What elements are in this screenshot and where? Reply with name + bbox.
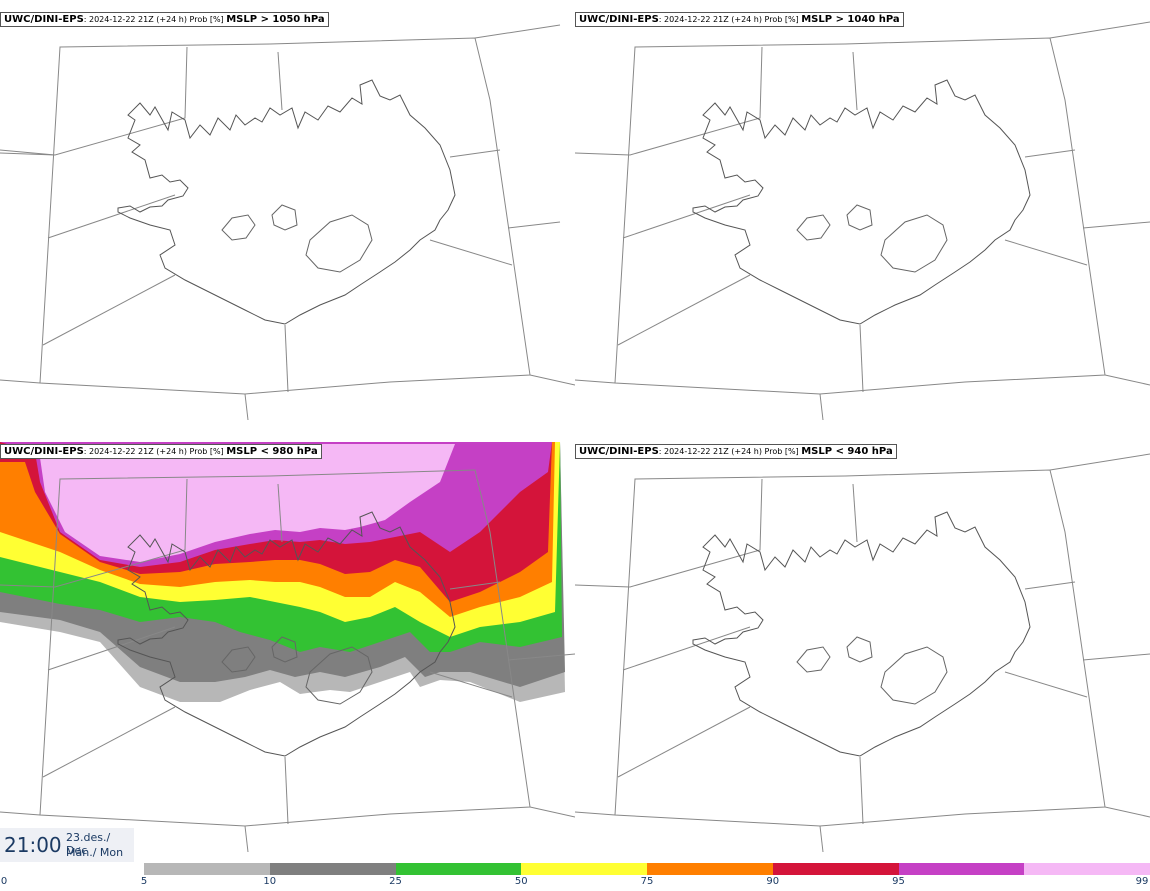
panel-title: UWC/DINI-EPS: 2024-12-22 21Z (+24 h) Pro… — [0, 444, 322, 459]
iceland-coastline — [692, 79, 1031, 325]
map-canvas — [575, 453, 1150, 853]
colorbar-tick-label: 50 — [514, 876, 528, 887]
map-canvas — [0, 442, 575, 853]
colorbar-tick-label: 95 — [892, 876, 905, 887]
glaciers — [796, 204, 948, 273]
region-boundaries — [575, 21, 1150, 421]
map-panel-mslp-gt-1040: UWC/DINI-EPS: 2024-12-22 21Z (+24 h) Pro… — [575, 0, 1150, 432]
iceland-coastline — [117, 79, 456, 325]
panel-title: UWC/DINI-EPS: 2024-12-22 21Z (+24 h) Pro… — [0, 12, 329, 27]
map-panel-mslp-gt-1050: UWC/DINI-EPS: 2024-12-22 21Z (+24 h) Pro… — [0, 0, 575, 432]
region-boundaries — [0, 24, 575, 421]
colorbar-tick-label: 99 — [1135, 876, 1149, 887]
map-canvas — [575, 21, 1150, 421]
colorbar-segment — [772, 863, 899, 875]
colorbar-tick-label: 0 — [0, 876, 8, 887]
panel-title: UWC/DINI-EPS: 2024-12-22 21Z (+24 h) Pro… — [575, 12, 904, 27]
probability-shading — [0, 442, 565, 702]
colorbar-tick-label: 90 — [766, 876, 780, 887]
colorbar-tick-label: 25 — [389, 876, 402, 887]
region-boundaries — [0, 469, 575, 853]
probability-colorbar — [144, 863, 1150, 875]
region-boundaries — [575, 453, 1150, 853]
colorbar-tick-label: 75 — [640, 876, 654, 887]
iceland-coastline — [692, 511, 1031, 757]
colorbar-segment — [269, 863, 396, 875]
glaciers — [221, 636, 373, 705]
valid-weekday: Mán./ Mon — [66, 846, 124, 859]
panel-title: UWC/DINI-EPS: 2024-12-22 21Z (+24 h) Pro… — [575, 444, 897, 459]
map-canvas — [0, 24, 575, 421]
glaciers — [796, 636, 948, 705]
valid-date: 23.des./ Dec — [66, 831, 111, 857]
colorbar-segment — [898, 863, 1025, 875]
colorbar-segment — [1024, 863, 1150, 875]
valid-time-box: 21:00 23.des./ Dec Mán./ Mon — [0, 828, 134, 862]
map-panel-mslp-lt-940: UWC/DINI-EPS: 2024-12-22 21Z (+24 h) Pro… — [575, 432, 1150, 864]
glaciers — [221, 204, 373, 273]
valid-time: 21:00 — [4, 833, 62, 857]
colorbar-segment — [521, 863, 647, 875]
colorbar-tick-label: 10 — [263, 876, 277, 887]
colorbar-segment — [144, 863, 270, 875]
colorbar-segment — [647, 863, 773, 875]
colorbar-segment — [395, 863, 522, 875]
colorbar-tick-label: 5 — [140, 876, 148, 887]
map-panel-mslp-lt-980: UWC/DINI-EPS: 2024-12-22 21Z (+24 h) Pro… — [0, 432, 575, 864]
iceland-coastline — [117, 511, 456, 757]
